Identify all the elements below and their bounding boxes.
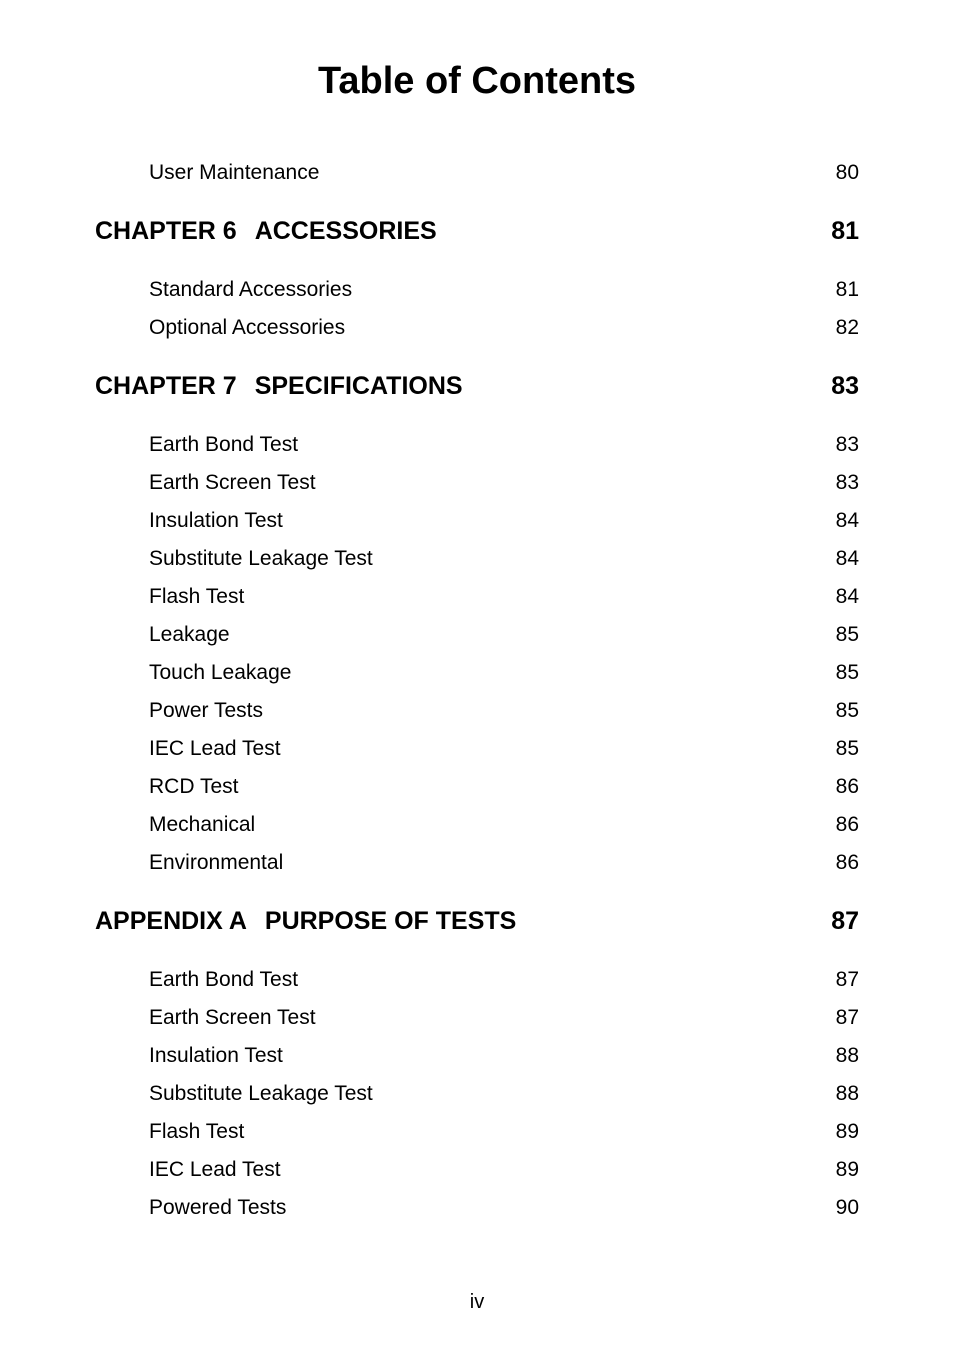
toc-entry-label: PURPOSE OF TESTS	[265, 907, 516, 936]
toc-entry-page: 82	[836, 316, 859, 340]
toc-entry-page: 85	[836, 661, 859, 685]
toc-entry: Mechanical 86	[149, 813, 859, 837]
toc-entry-label: User Maintenance	[149, 161, 319, 185]
toc-entry-label: Flash Test	[149, 585, 244, 609]
toc-entry: Earth Bond Test 87	[149, 968, 859, 992]
toc-entry-page: 84	[836, 547, 859, 571]
toc-entry-label: Optional Accessories	[149, 316, 345, 340]
toc-entry-page: 87	[831, 907, 859, 936]
toc-container: User Maintenance 80 CHAPTER 6 ACCESSORIES 81…	[95, 161, 859, 1220]
toc-entry: Standard Accessories 81	[149, 278, 859, 302]
toc-entry-label: Insulation Test	[149, 509, 283, 533]
toc-entry-page: 86	[836, 851, 859, 875]
toc-entry: Flash Test 84	[149, 585, 859, 609]
toc-entry-page: 89	[836, 1120, 859, 1144]
toc-entry: RCD Test 86	[149, 775, 859, 799]
toc-entry-page: 81	[836, 278, 859, 302]
toc-entry-label: Standard Accessories	[149, 278, 352, 302]
toc-entry-label: ACCESSORIES	[255, 217, 437, 246]
toc-entry: Powered Tests 90	[149, 1196, 859, 1220]
toc-entry: CHAPTER 6 ACCESSORIES 81	[95, 217, 859, 246]
toc-entry-page: 90	[836, 1196, 859, 1220]
toc-entry-page: 86	[836, 813, 859, 837]
toc-entry-label: Powered Tests	[149, 1196, 286, 1220]
toc-entry-page: 86	[836, 775, 859, 799]
toc-entry: IEC Lead Test 85	[149, 737, 859, 761]
toc-entry-page: 83	[836, 433, 859, 457]
toc-entry: Optional Accessories 82	[149, 316, 859, 340]
toc-entry: Earth Bond Test 83	[149, 433, 859, 457]
toc-entry-label: Earth Screen Test	[149, 1006, 316, 1030]
toc-entry: CHAPTER 7 SPECIFICATIONS 83	[95, 372, 859, 401]
toc-entry-label: Power Tests	[149, 699, 263, 723]
toc-entry-page: 83	[836, 471, 859, 495]
toc-entry: Environmental 86	[149, 851, 859, 875]
toc-entry-page: 85	[836, 699, 859, 723]
toc-entry-page: 87	[836, 968, 859, 992]
toc-entry: Insulation Test 84	[149, 509, 859, 533]
toc-entry-label: IEC Lead Test	[149, 1158, 281, 1182]
toc-entry: Flash Test 89	[149, 1120, 859, 1144]
toc-entry-label: Flash Test	[149, 1120, 244, 1144]
toc-entry-page: 80	[836, 161, 859, 185]
toc-chapter-prefix: CHAPTER 6	[95, 217, 237, 246]
toc-entry-page: 89	[836, 1158, 859, 1182]
toc-entry-label: Substitute Leakage Test	[149, 547, 373, 571]
toc-entry: User Maintenance 80	[149, 161, 859, 185]
toc-entry-label: RCD Test	[149, 775, 238, 799]
toc-entry: Insulation Test 88	[149, 1044, 859, 1068]
toc-entry-label: Environmental	[149, 851, 283, 875]
toc-entry-page: 88	[836, 1044, 859, 1068]
toc-chapter-prefix: CHAPTER 7	[95, 372, 237, 401]
toc-entry-label: Earth Bond Test	[149, 968, 298, 992]
toc-entry: Substitute Leakage Test 88	[149, 1082, 859, 1106]
toc-entry-label: SPECIFICATIONS	[255, 372, 463, 401]
toc-entry-page: 88	[836, 1082, 859, 1106]
toc-entry: IEC Lead Test 89	[149, 1158, 859, 1182]
page-title: Table of Contents	[95, 60, 859, 103]
toc-entry-label: Earth Bond Test	[149, 433, 298, 457]
toc-entry-page: 83	[831, 372, 859, 401]
toc-entry-page: 85	[836, 623, 859, 647]
toc-entry-label: Insulation Test	[149, 1044, 283, 1068]
toc-entry: Power Tests 85	[149, 699, 859, 723]
toc-entry: APPENDIX A PURPOSE OF TESTS 87	[95, 907, 859, 936]
toc-entry-label: Substitute Leakage Test	[149, 1082, 373, 1106]
toc-entry-label: Mechanical	[149, 813, 255, 837]
toc-entry: Substitute Leakage Test 84	[149, 547, 859, 571]
toc-entry-label: Earth Screen Test	[149, 471, 316, 495]
toc-entry: Leakage 85	[149, 623, 859, 647]
toc-entry: Touch Leakage 85	[149, 661, 859, 685]
toc-entry: Earth Screen Test 83	[149, 471, 859, 495]
page-footer: iv	[0, 1291, 954, 1314]
toc-entry-label: IEC Lead Test	[149, 737, 281, 761]
toc-entry-label: Leakage	[149, 623, 230, 647]
toc-chapter-prefix: APPENDIX A	[95, 907, 247, 936]
toc-entry-page: 84	[836, 509, 859, 533]
toc-entry: Earth Screen Test 87	[149, 1006, 859, 1030]
toc-entry-label: Touch Leakage	[149, 661, 291, 685]
toc-entry-page: 84	[836, 585, 859, 609]
toc-entry-page: 81	[831, 217, 859, 246]
toc-entry-page: 85	[836, 737, 859, 761]
toc-entry-page: 87	[836, 1006, 859, 1030]
